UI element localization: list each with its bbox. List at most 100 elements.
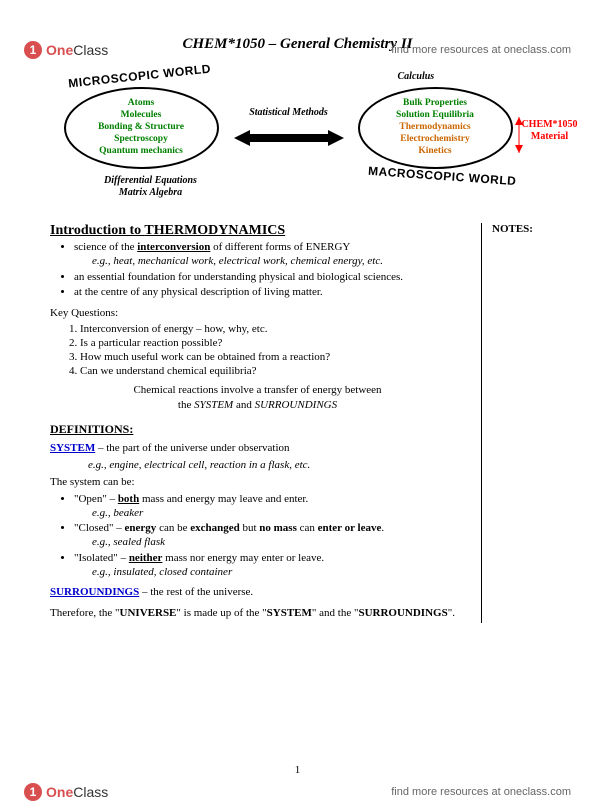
open-b: both [118,493,139,505]
therefore-e: " and the " [312,607,359,619]
notes-column: NOTES: [481,223,565,623]
bullet-eg: e.g., heat, mechanical work, electrical … [74,255,465,269]
header-bar: 1 OneClass find more resources at onecla… [0,36,595,64]
question-item: Interconversion of energy – how, why, et… [80,323,465,335]
bullet-bold: interconversion [137,241,210,253]
centered-a: the [178,399,194,411]
intro-heading-prefix: Introduction to [50,223,144,238]
centered-line-1: Chemical reactions involve a transfer of… [133,384,381,396]
open-c: mass and energy may leave and enter. [139,493,308,505]
closed-c: can be [156,522,190,534]
energy-transfer-statement: Chemical reactions involve a transfer of… [50,383,465,412]
content-columns: Introduction to THERMODYNAMICS science o… [0,223,595,623]
macroscopic-ellipse: Bulk Properties Solution Equilibria Ther… [358,87,513,169]
micro-item: Quantum mechanics [99,146,183,158]
bullet-tail: of different forms of ENERGY [210,241,350,253]
double-arrow-icon [234,129,344,147]
centered-mid: and [233,399,254,411]
centered-surroundings: SURROUNDINGS [255,399,338,411]
closed-b: energy [125,522,157,534]
notes-heading: NOTES: [492,223,565,235]
macro-item: Electrochemistry [400,134,469,146]
system-eg: e.g., engine, electrical cell, reaction … [50,458,465,472]
closed-label: "Closed" [74,522,114,534]
logo-text: OneClass [46,784,108,800]
brand-logo-footer: 1 OneClass [24,783,108,801]
closed-i: . [381,522,384,534]
system-types-list: "Open" – both mass and energy may leave … [50,493,465,580]
open-a: – [107,493,118,505]
question-item: How much useful work can be obtained fro… [80,351,465,363]
intro-bullet: an essential foundation for understandin… [74,271,465,285]
key-questions-label: Key Questions: [50,306,465,320]
system-type-closed: "Closed" – energy can be exchanged but n… [74,522,465,550]
logo-icon: 1 [24,783,42,801]
isolated-label: "Isolated" [74,552,118,564]
macro-item: Solution Equilibria [396,110,474,122]
therefore-d: SYSTEM [267,607,312,619]
micro-item: Spectroscopy [114,134,168,146]
closed-f: no mass [259,522,297,534]
intro-heading-term: THERMODYNAMICS [144,223,285,238]
micro-item: Molecules [121,110,162,122]
brand-logo: 1 OneClass [24,41,108,59]
microscopic-ellipse: Atoms Molecules Bonding & Structure Spec… [64,87,219,169]
macro-item: Kinetics [418,146,451,158]
page-number: 1 [0,764,595,776]
macro-item: Bulk Properties [403,98,467,110]
therefore-g: ". [448,607,455,619]
intro-bullets: science of the interconversion of differ… [50,241,465,300]
header-link[interactable]: find more resources at oneclass.com [391,44,571,56]
therefore-b: UNIVERSE [120,607,177,619]
question-item: Can we understand chemical equilibria? [80,365,465,377]
system-def-text: – the part of the universe under observa… [95,442,289,454]
chem-material-label: CHEM*1050 Material [520,119,580,143]
closed-a: – [114,522,125,534]
open-eg: e.g., beaker [74,507,465,521]
closed-g: can [297,522,318,534]
therefore-a: Therefore, the " [50,607,120,619]
open-label: "Open" [74,493,107,505]
system-definition: SYSTEM – the part of the universe under … [50,441,465,455]
calculus-label: Calculus [398,71,435,82]
diff-eq-label: Differential Equations Matrix Algebra [76,175,226,199]
surroundings-definition: SURROUNDINGS – the rest of the universe. [50,585,465,599]
key-questions-list: Interconversion of energy – how, why, et… [50,323,465,377]
centered-system: SYSTEM [194,399,233,411]
isolated-eg: e.g., insulated, closed container [74,566,465,580]
matrix-text: Matrix Algebra [76,187,226,199]
macro-item: Thermodynamics [399,122,470,134]
logo-text: OneClass [46,42,108,58]
surroundings-def-text: – the rest of the universe. [139,586,253,598]
surroundings-term: SURROUNDINGS [50,586,139,598]
closed-h: enter or leave [318,522,382,534]
bullet-text: science of the [74,241,137,253]
system-can-be: The system can be: [50,475,465,489]
logo-icon: 1 [24,41,42,59]
question-item: Is a particular reaction possible? [80,337,465,349]
worlds-diagram: MICROSCOPIC WORLD Atoms Molecules Bondin… [58,67,538,217]
definitions-heading: DEFINITIONS: [50,422,465,437]
micro-item: Atoms [128,98,154,110]
intro-bullet: at the centre of any physical descriptio… [74,286,465,300]
micro-item: Bonding & Structure [98,122,184,134]
intro-bullet: science of the interconversion of differ… [74,241,465,269]
intro-heading: Introduction to THERMODYNAMICS [50,223,465,239]
therefore-statement: Therefore, the "UNIVERSE" is made up of … [50,606,465,620]
footer-link[interactable]: find more resources at oneclass.com [391,786,571,798]
system-type-open: "Open" – both mass and energy may leave … [74,493,465,521]
diff-eq-text: Differential Equations [76,175,226,187]
closed-d: exchanged [190,522,240,534]
main-column: Introduction to THERMODYNAMICS science o… [50,223,465,623]
footer-bar: 1 OneClass find more resources at onecla… [0,778,595,806]
therefore-c: " is made up of the " [176,607,266,619]
closed-e: but [240,522,260,534]
system-term: SYSTEM [50,442,95,454]
system-type-isolated: "Isolated" – neither mass nor energy may… [74,552,465,580]
isolated-a: – [118,552,129,564]
isolated-c: mass nor energy may enter or leave. [162,552,324,564]
therefore-f: SURROUNDINGS [358,607,447,619]
closed-eg: e.g., sealed flask [74,536,465,550]
isolated-b: neither [129,552,163,564]
statistical-methods-label: Statistical Methods [244,107,334,118]
